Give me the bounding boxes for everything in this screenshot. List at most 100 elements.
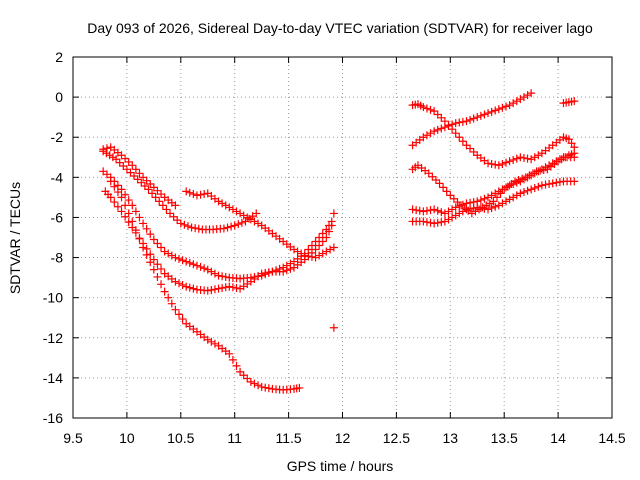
data-point xyxy=(318,229,327,238)
data-point xyxy=(329,243,338,252)
data-point xyxy=(530,184,539,193)
data-point xyxy=(311,253,320,262)
data-point xyxy=(537,181,546,190)
series-track-10 xyxy=(408,149,579,218)
x-tick-label: 10.5 xyxy=(167,430,194,446)
data-point xyxy=(126,168,135,177)
data-point xyxy=(498,185,507,194)
data-point xyxy=(444,207,453,216)
data-point xyxy=(469,147,478,156)
data-point xyxy=(307,252,316,261)
data-point xyxy=(469,114,478,123)
data-point xyxy=(493,193,502,202)
data-point xyxy=(489,197,498,206)
data-point xyxy=(567,139,576,148)
data-point xyxy=(462,205,471,214)
x-tick-labels: 9.5 10 10.5 11 11.5 12 12.5 13 13.5 14 14.5 xyxy=(63,430,626,446)
data-point xyxy=(451,119,460,128)
data-point xyxy=(530,153,539,162)
data-point xyxy=(192,191,201,200)
data-point xyxy=(473,203,482,212)
data-point xyxy=(467,209,476,218)
data-point xyxy=(155,197,164,206)
data-point xyxy=(415,206,424,215)
series-track-4 xyxy=(101,187,338,295)
data-point xyxy=(128,217,137,226)
data-point xyxy=(487,191,496,200)
data-point xyxy=(176,219,185,228)
data-point xyxy=(451,129,460,138)
chart-title: Day 093 of 2026, Sidereal Day-to-day VTE… xyxy=(87,20,593,36)
data-point xyxy=(424,169,433,178)
grid-lines xyxy=(73,57,612,418)
data-point xyxy=(322,233,331,242)
data-point xyxy=(140,182,149,191)
data-point xyxy=(484,109,493,118)
data-point xyxy=(570,177,579,186)
data-point xyxy=(148,189,157,198)
data-point xyxy=(318,249,327,258)
data-point xyxy=(153,239,162,248)
data-point xyxy=(232,207,241,216)
data-point xyxy=(484,205,493,214)
y-tick-labels: -16 -14 -12 -10 -8 -6 -4 -2 0 2 xyxy=(43,49,63,426)
data-point xyxy=(214,271,223,280)
series-track-11 xyxy=(408,153,579,218)
data-point xyxy=(286,264,295,273)
data-point xyxy=(509,155,518,164)
data-point xyxy=(149,265,158,274)
data-point xyxy=(289,245,298,254)
data-point xyxy=(519,188,528,197)
data-point xyxy=(446,191,455,200)
data-point xyxy=(523,91,532,100)
series-track-12 xyxy=(408,177,579,228)
data-point xyxy=(146,250,155,259)
data-point xyxy=(169,212,178,221)
data-point xyxy=(552,157,561,166)
data-point xyxy=(548,159,557,168)
x-tick-label: 10 xyxy=(119,430,135,446)
data-point xyxy=(254,219,263,228)
data-point xyxy=(451,211,460,220)
axis-ticks xyxy=(72,56,613,419)
data-point xyxy=(485,199,494,208)
data-point xyxy=(315,233,324,242)
data-point xyxy=(117,193,126,202)
data-point xyxy=(437,218,446,227)
data-point xyxy=(178,256,187,265)
data-point xyxy=(552,178,561,187)
data-point xyxy=(112,155,121,164)
data-point xyxy=(426,105,435,114)
y-tick-label: 2 xyxy=(55,49,63,65)
data-point xyxy=(455,118,464,127)
data-point xyxy=(519,175,528,184)
data-point xyxy=(214,197,223,206)
series-track-1 xyxy=(99,143,180,210)
series-track-7 xyxy=(329,323,338,332)
data-point xyxy=(439,183,448,192)
data-point xyxy=(230,221,239,230)
data-point xyxy=(430,127,439,136)
data-point xyxy=(537,165,546,174)
data-point xyxy=(128,161,137,170)
y-tick-label: -2 xyxy=(51,129,64,145)
data-point xyxy=(494,105,503,114)
data-point xyxy=(449,194,458,203)
data-point xyxy=(494,161,503,170)
x-tick-label: 11.5 xyxy=(275,430,301,446)
data-point xyxy=(106,177,115,186)
data-point xyxy=(482,201,491,210)
data-point xyxy=(110,198,119,207)
data-point xyxy=(516,95,525,104)
data-point xyxy=(117,151,126,160)
data-point xyxy=(304,245,313,254)
data-point xyxy=(218,272,227,281)
series-track-13 xyxy=(559,97,579,108)
data-point xyxy=(422,104,431,113)
data-point xyxy=(408,205,417,214)
data-point xyxy=(440,209,449,218)
data-point xyxy=(257,382,266,391)
data-point xyxy=(541,163,550,172)
data-point xyxy=(167,251,176,260)
